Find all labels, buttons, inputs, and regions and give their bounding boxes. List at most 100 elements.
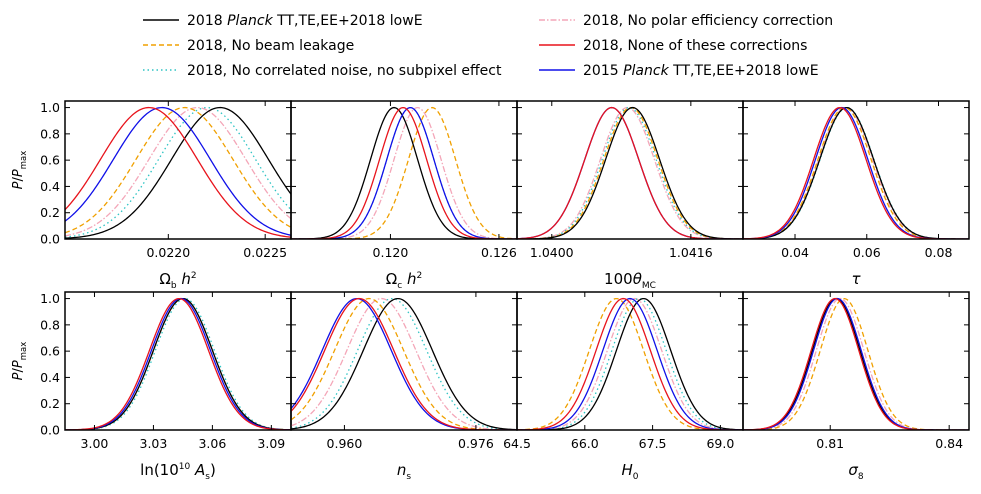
panel-ombh2: 0.0 0.2 0.4 0.6 0.8 1.0 0.0220 0.0225 Ωb h2 P/Pma…	[11, 100, 292, 291]
x-axis-label: σ8	[848, 461, 864, 482]
curve-As-nocorr	[65, 297, 291, 430]
y-tick-label: 0.4	[40, 370, 60, 385]
curve-As-p18	[65, 297, 291, 430]
x-tick-label: 1.0416	[669, 245, 713, 260]
curve-H0-nocorr	[517, 297, 743, 430]
legend-label-p18: 2018 Planck TT,TE,EE+2018 lowE	[187, 13, 423, 29]
curve-As-p15	[65, 297, 291, 430]
x-tick-label: 3.03	[140, 436, 168, 451]
x-tick-label: 3.06	[198, 436, 226, 451]
x-axis-label: Ωb h2	[159, 270, 196, 291]
panel-omch2: 0.120 0.126 Ωc h2	[290, 100, 518, 291]
curve-H0-p15	[517, 297, 743, 430]
y-tick-label: 0.6	[40, 344, 60, 359]
y-tick-label: 1.0	[40, 291, 60, 306]
x-tick-label: 64.5	[503, 436, 531, 451]
curve-theta-nocorr	[517, 106, 743, 239]
x-tick-label: 0.0225	[243, 245, 287, 260]
curve-omch2-nopolar	[291, 106, 517, 239]
y-tick-label: 0.2	[40, 205, 60, 220]
curve-theta-p15	[517, 106, 743, 239]
y-tick-label: 0.4	[40, 179, 60, 194]
panels: 0.0 0.2 0.4 0.6 0.8 1.0 0.0220 0.0225 Ωb h2 P/Pma…	[11, 100, 970, 482]
x-axis-label: H0	[621, 461, 638, 482]
panel-sig8: 0.81 0.84 σ8	[742, 291, 970, 482]
curve-theta-nobeam	[517, 106, 743, 239]
x-tick-label: 0.04	[781, 245, 809, 260]
y-tick-label: 1.0	[40, 100, 60, 115]
curve-ombh2-p15	[65, 106, 291, 236]
legend: 2018 Planck TT,TE,EE+2018 lowE 2018, No b…	[143, 13, 833, 79]
curve-ns-p18	[291, 297, 517, 430]
x-tick-label: 0.84	[935, 436, 963, 451]
x-tick-label: 69.0	[706, 436, 734, 451]
legend-label-none: 2018, None of these corrections	[583, 38, 807, 54]
y-tick-label: 0.8	[40, 126, 60, 141]
axes-frame	[516, 100, 744, 240]
y-tick-label: 0.2	[40, 396, 60, 411]
x-axis-label: τ	[851, 270, 861, 288]
curve-sig8-p15	[743, 297, 969, 430]
curve-ombh2-nopolar	[65, 106, 291, 237]
panel-tau: 0.04 0.06 0.08 τ	[742, 100, 970, 288]
axes-frame	[64, 100, 292, 240]
curve-theta-none	[517, 106, 743, 239]
curve-ns-nobeam	[291, 297, 517, 430]
y-tick-label: 0.0	[40, 423, 60, 438]
panel-As: 0.0 0.2 0.4 0.6 0.8 1.0 3.00 3.03 3.06 3.09 ln(101…	[11, 291, 292, 482]
curve-ombh2-p18	[65, 106, 291, 239]
curve-theta-p18	[517, 106, 743, 239]
y-tick-label: 0.6	[40, 153, 60, 168]
curve-As-nopolar	[65, 297, 291, 430]
legend-label-nobeam: 2018, No beam leakage	[187, 38, 354, 54]
curve-tau-p15	[743, 106, 969, 239]
panel-ns: 0.960 0.976 ns	[290, 291, 518, 482]
x-tick-label: 1.0400	[530, 245, 574, 260]
x-tick-label: 0.06	[853, 245, 881, 260]
y-tick-label: 0.8	[40, 317, 60, 332]
x-axis-label: Ωc h2	[386, 270, 422, 291]
curve-sig8-none	[743, 297, 969, 430]
x-tick-label: 0.81	[816, 436, 844, 451]
x-tick-label: 67.5	[639, 436, 667, 451]
curve-ombh2-none	[65, 106, 291, 238]
x-axis-label: ln(1010 As)	[140, 461, 216, 482]
axes-frame	[742, 291, 970, 431]
x-tick-label: 0.126	[481, 245, 517, 260]
curve-sig8-nopolar	[743, 297, 969, 430]
curve-ombh2-nobeam	[65, 106, 291, 234]
x-axis-label: ns	[397, 461, 412, 482]
x-tick-label: 0.976	[458, 436, 494, 451]
legend-label-nocorr: 2018, No correlated noise, no subpixel e…	[187, 63, 502, 79]
curve-H0-p18	[517, 297, 743, 430]
x-axis-label: 100θMC	[604, 270, 656, 291]
curve-As-none	[65, 297, 291, 430]
legend-label-nopolar: 2018, No polar efficiency correction	[583, 13, 833, 29]
curve-sig8-p18	[743, 297, 969, 430]
legend-label-p15: 2015 Planck TT,TE,EE+2018 lowE	[583, 63, 819, 79]
curve-ombh2-nocorr	[65, 106, 291, 238]
x-tick-label: 3.09	[257, 436, 285, 451]
x-tick-label: 3.00	[81, 436, 109, 451]
x-tick-label: 0.08	[925, 245, 953, 260]
panel-H0: 64.5 66.0 67.5 69.0 H0	[503, 291, 744, 482]
curve-H0-nopolar	[517, 297, 743, 430]
axes-frame	[64, 291, 292, 431]
curve-As-nobeam	[65, 297, 291, 430]
curve-ns-p15	[291, 297, 517, 430]
curve-theta-nopolar	[517, 106, 743, 239]
panel-theta: 1.0400 1.0416 100θMC	[516, 100, 744, 291]
curve-sig8-nocorr	[743, 297, 969, 430]
x-tick-label: 66.0	[571, 436, 599, 451]
curve-H0-none	[517, 297, 743, 430]
y-tick-label: 0.0	[40, 232, 60, 247]
curve-ns-nocorr	[291, 297, 517, 430]
x-tick-label: 0.120	[373, 245, 409, 260]
y-axis-label: P/Pmax	[11, 342, 29, 381]
axes-frame	[290, 291, 518, 431]
axes-frame	[290, 100, 518, 240]
curve-ns-nopolar	[291, 297, 517, 430]
axes-frame	[742, 100, 970, 240]
curve-H0-nobeam	[517, 297, 743, 430]
